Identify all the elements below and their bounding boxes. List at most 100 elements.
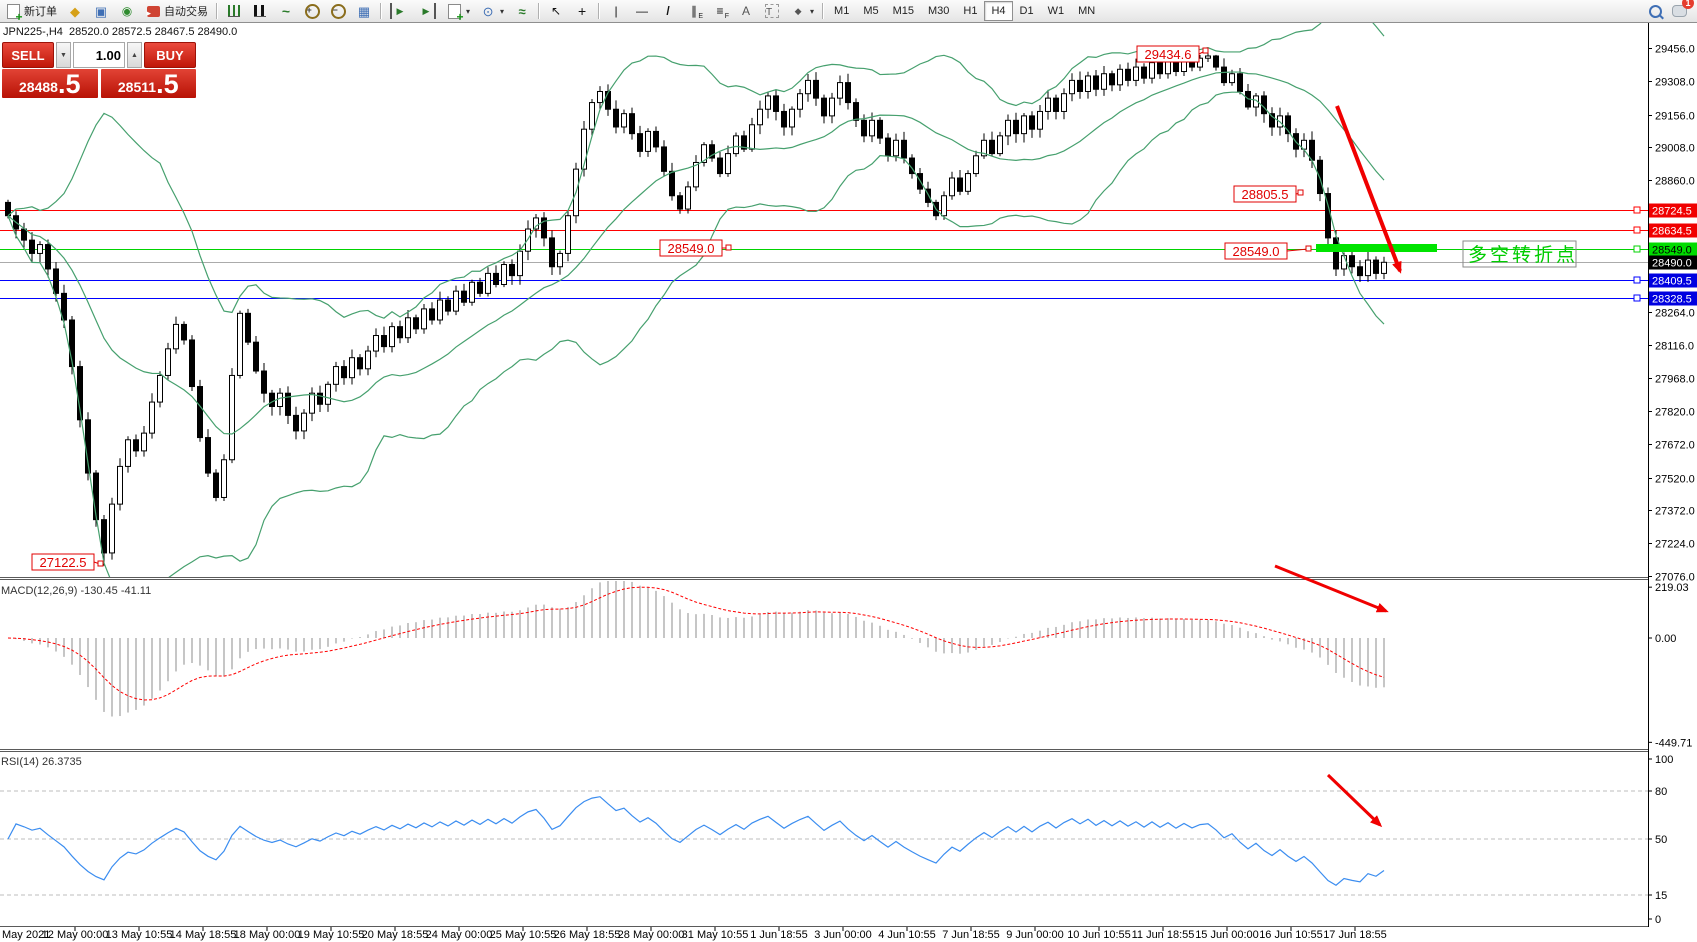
tile-windows-icon [356,3,372,19]
vertical-line-icon [608,3,624,19]
svg-text:28328.5: 28328.5 [1652,294,1692,306]
svg-text:28860.0: 28860.0 [1655,176,1695,188]
period-dropdown[interactable]: ▾ [475,0,509,22]
text-label-icon [765,4,780,18]
market-watch-icon [67,3,83,19]
timeframe-mn[interactable]: MN [1078,5,1096,17]
svg-text:27820.0: 27820.0 [1655,407,1695,419]
vertical-line-button[interactable] [603,0,629,22]
text-label-button[interactable] [759,0,785,22]
svg-text:15 Jun 00:00: 15 Jun 00:00 [1195,929,1259,941]
auto-scroll-button[interactable] [385,0,413,22]
svg-text:28549.0: 28549.0 [1233,244,1280,259]
new-order-label: 新订单 [24,6,57,18]
svg-text:25 May 10:55: 25 May 10:55 [490,929,557,941]
svg-text:27076.0: 27076.0 [1655,572,1695,584]
svg-text:29156.0: 29156.0 [1655,111,1695,123]
chat-button[interactable]: 1 [1671,0,1694,19]
timeframe-w1[interactable]: W1 [1047,5,1065,17]
svg-text:18 May 00:00: 18 May 00:00 [234,929,301,941]
line-chart-button[interactable] [273,0,299,22]
data-window-button[interactable] [88,0,114,22]
sell-price-main: 28488 [19,79,58,95]
timeframe-m15[interactable]: M15 [892,5,915,17]
buy-button[interactable]: BUY [143,42,196,68]
indicators-dropdown[interactable] [509,0,535,22]
new-order-button[interactable]: 新订单 [0,0,62,23]
svg-text:28264.0: 28264.0 [1655,308,1695,320]
cursor-button[interactable] [543,0,569,22]
svg-text:29456.0: 29456.0 [1655,44,1695,56]
zoom-in-button[interactable]: + [299,0,325,22]
timeframe-h4[interactable]: H4 [984,1,1013,21]
bar-chart-icon [228,5,240,17]
sell-price[interactable]: 28488.5 [2,69,98,98]
one-click-trade-panel: SELL ▼ ▲ BUY 28488.5 28511.5 [2,42,196,98]
market-watch-button[interactable] [62,0,88,22]
svg-text:16 Jun 10:55: 16 Jun 10:55 [1259,929,1323,941]
horizontal-line-button[interactable] [629,0,655,22]
sell-price-frac: .5 [57,69,81,99]
main-toolbar: 新订单 自动交易 + − ▾ ▾ ▾ M1M5M15M30H1H4D1W1MN … [0,0,1697,23]
shapes-icon [790,3,806,19]
candlestick-icon [254,5,266,17]
volume-up-button[interactable]: ▲ [127,42,142,68]
channel-button[interactable] [681,0,707,22]
fibonacci-button[interactable] [707,0,733,22]
timeframe-m5[interactable]: M5 [863,5,879,17]
chart-ohlc-values: 28520.0 28572.5 28467.5 28490.0 [69,26,238,38]
toolbar-separator [538,3,541,19]
svg-text:14 May 18:55: 14 May 18:55 [170,929,237,941]
svg-text:17 Jun 18:55: 17 Jun 18:55 [1323,929,1387,941]
buy-price[interactable]: 28511.5 [100,69,196,99]
search-icon[interactable] [1648,4,1662,18]
chevron-down-icon: ▾ [810,6,815,16]
crosshair-button[interactable] [569,0,595,22]
timeframe-m30[interactable]: M30 [928,5,950,17]
svg-text:27520.0: 27520.0 [1655,474,1695,486]
navigator-button[interactable] [114,0,140,22]
svg-text:29308.0: 29308.0 [1655,77,1695,89]
zoom-out-button[interactable]: − [325,0,351,22]
timeframe-d1[interactable]: D1 [1019,5,1034,17]
text-button[interactable] [733,0,759,22]
buy-price-frac: .5 [156,69,179,99]
timeframe-h1[interactable]: H1 [963,5,978,17]
svg-text:27672.0: 27672.0 [1655,440,1695,452]
svg-text:13 May 10:55: 13 May 10:55 [106,929,173,941]
clock-icon [480,3,496,19]
auto-trading-button[interactable]: 自动交易 [140,0,213,22]
tile-windows-button[interactable] [351,0,377,22]
svg-text:19 May 10:55: 19 May 10:55 [298,929,365,941]
shapes-dropdown[interactable]: ▾ [785,0,819,22]
svg-text:28490.0: 28490.0 [1652,258,1692,270]
bar-chart-button[interactable] [221,0,247,22]
candlesticks [5,52,1387,566]
candlestick-chart-button[interactable] [247,0,273,22]
svg-text:26 May 18:55: 26 May 18:55 [554,929,621,941]
svg-text:3 Jun 00:00: 3 Jun 00:00 [814,929,872,941]
svg-text:27372.0: 27372.0 [1655,506,1695,518]
auto-trading-icon [146,5,160,17]
macd-label: MACD(12,26,9) -130.45 -41.11 [1,585,152,597]
fibonacci-icon [712,3,729,20]
timeframe-m1[interactable]: M1 [834,5,850,17]
sell-button[interactable]: SELL [2,42,55,68]
svg-text:50: 50 [1655,834,1667,846]
macd-panel: 219.03 0.00 -449.71 [7,581,1692,749]
volume-input[interactable] [73,42,125,68]
rsi-label: RSI(14) 26.3735 [1,756,82,768]
chart-shift-button[interactable] [413,0,441,22]
svg-text:29434.6: 29434.6 [1145,47,1192,62]
signal-icon [119,3,135,19]
new-chart-dropdown[interactable]: ▾ [441,0,475,23]
auto-trading-label: 自动交易 [164,6,208,18]
auto-scroll-icon [390,3,408,19]
volume-down-button[interactable]: ▼ [56,42,71,68]
text-icon [738,3,754,19]
data-window-icon [93,3,109,19]
trendline-button[interactable] [655,0,681,22]
chart-title: JPN225-,H4 28520.0 28572.5 28467.5 28490… [3,26,237,38]
svg-text:4 Jun 10:55: 4 Jun 10:55 [878,929,936,941]
svg-text:10 Jun 10:55: 10 Jun 10:55 [1067,929,1131,941]
